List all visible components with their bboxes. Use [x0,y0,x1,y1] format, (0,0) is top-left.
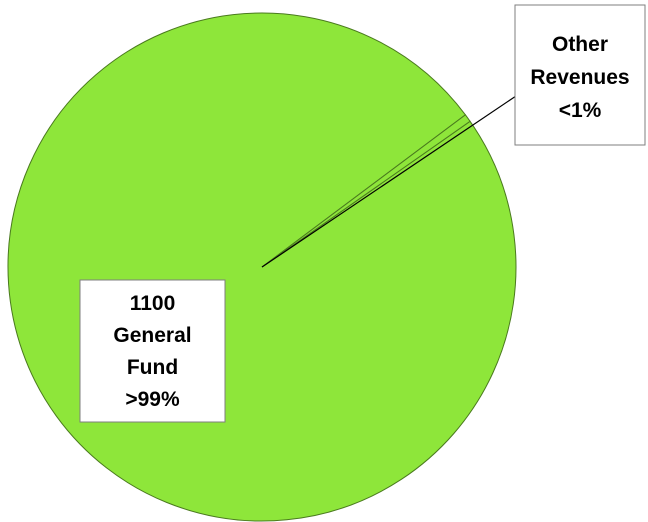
label-line: 1100 [130,292,176,315]
label-line: Fund [127,356,178,379]
label-line: >99% [125,388,180,411]
data-label-general-fund: 1100 General Fund >99% [79,279,226,423]
pie-slice-other-revenues [261,114,471,268]
label-line: General [113,324,191,347]
label-line: <1% [559,99,602,122]
data-label-other-revenues: Other Revenues <1% [514,4,646,146]
label-box-general-fund [79,279,226,423]
label-line: Other [552,33,608,56]
label-line: Revenues [530,66,629,89]
leader-line-other-revenues [261,95,517,268]
label-box-other-revenues [514,4,646,146]
